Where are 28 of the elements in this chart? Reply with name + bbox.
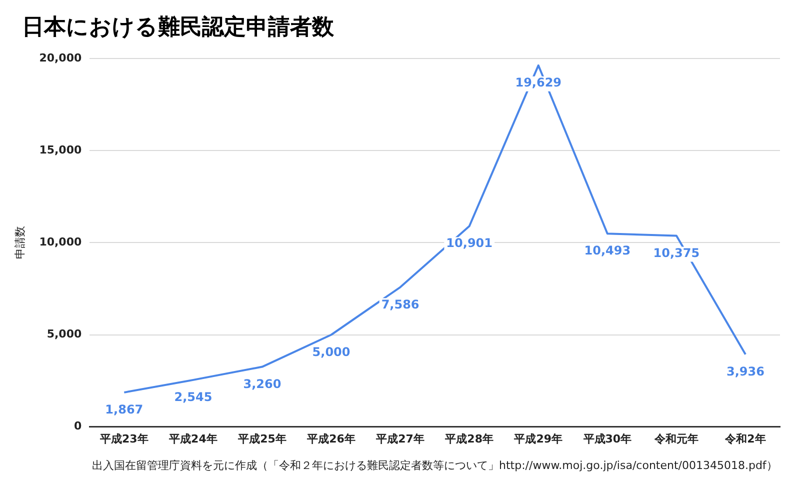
x-tick-label: 平成27年 — [375, 432, 424, 446]
y-tick-label: 15,000 — [39, 144, 82, 157]
y-axis-title: 申請数 — [13, 226, 26, 260]
data-label: 1,867 — [105, 402, 144, 417]
y-tick-label: 20,000 — [39, 51, 82, 64]
x-tick-label: 平成23年 — [99, 432, 148, 446]
x-tick-label: 令和元年 — [653, 432, 698, 446]
data-label: 5,000 — [312, 344, 350, 359]
y-tick-label: 10,000 — [39, 236, 82, 249]
data-label: 7,586 — [381, 297, 420, 312]
data-label: 3,936 — [726, 364, 764, 378]
x-tick-label: 平成30年 — [582, 432, 632, 446]
y-tick-label: 5,000 — [46, 328, 82, 341]
data-label: 3,260 — [243, 376, 282, 391]
x-tick-label: 令和2年 — [724, 432, 766, 446]
x-tick-label: 平成28年 — [444, 432, 494, 446]
x-tick-label: 平成26年 — [306, 432, 356, 446]
data-label: 10,493 — [584, 244, 631, 258]
y-tick-label: 0 — [74, 420, 82, 433]
data-label: 2,545 — [174, 390, 212, 404]
x-tick-label: 平成24年 — [168, 432, 218, 446]
data-label: 19,629 — [515, 76, 562, 90]
x-tick-label: 平成25年 — [237, 432, 286, 446]
x-tick-label: 平成29年 — [513, 432, 563, 446]
text: 出入国在留管理庁資料を元に作成（「令和２年における難民認定者数等について」http://www.moj.go.jp/isa/content/001345018.pdf） — [92, 458, 778, 473]
data-label: 10,901 — [446, 236, 492, 250]
chart-title: 日本における難民認定申請者数 — [22, 14, 334, 42]
data-label: 10,375 — [653, 246, 700, 260]
